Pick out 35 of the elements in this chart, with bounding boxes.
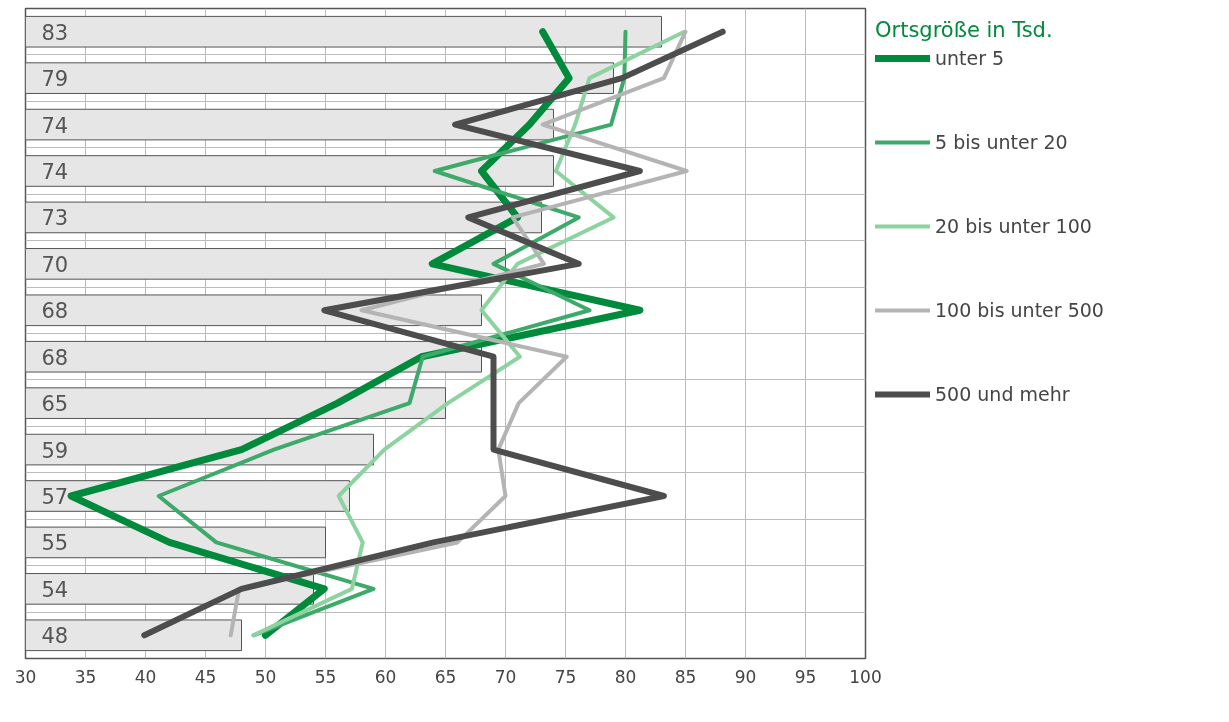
data-label: 79 (41, 67, 69, 92)
x-tick-label: 80 (614, 666, 637, 687)
data-label: 65 (41, 392, 69, 417)
x-tick-label: 45 (194, 666, 217, 687)
data-label: 73 (41, 206, 69, 231)
x-tick-label: 60 (374, 666, 397, 687)
data-label: 48 (41, 624, 69, 649)
data-label: 59 (41, 438, 69, 463)
x-tick-label: 55 (314, 666, 337, 687)
x-tick-label: 30 (14, 666, 37, 687)
legend-label: 500 und mehr (935, 383, 1070, 405)
x-tick-label: 50 (254, 666, 277, 687)
data-label: 55 (41, 531, 69, 556)
data-label: 83 (41, 20, 69, 45)
x-tick-label: 40 (134, 666, 157, 687)
legend-label: 20 bis unter 100 (935, 215, 1092, 237)
data-label: 57 (41, 485, 69, 509)
x-tick-label: 70 (494, 666, 517, 687)
x-tick-label: 35 (74, 666, 97, 687)
data-label: 68 (41, 299, 69, 324)
data-label: 74 (41, 160, 69, 184)
data-label: 54 (41, 577, 69, 602)
data-label: 74 (41, 113, 69, 138)
x-tick-label: 65 (434, 666, 457, 687)
legend-label: unter 5 (935, 47, 1005, 69)
data-label: 68 (41, 345, 69, 370)
x-tick-label: 100 (849, 666, 882, 687)
x-tick-label: 75 (554, 666, 577, 687)
legend-label: 5 bis unter 20 (935, 131, 1068, 153)
data-label: 70 (41, 252, 69, 277)
legend-title: Ortsgröße in Tsd. (875, 18, 1054, 42)
legend-label: 100 bis unter 500 (935, 299, 1104, 321)
x-tick-label: 90 (734, 666, 757, 687)
x-tick-label: 95 (794, 666, 817, 687)
x-tick-label: 85 (674, 666, 697, 687)
